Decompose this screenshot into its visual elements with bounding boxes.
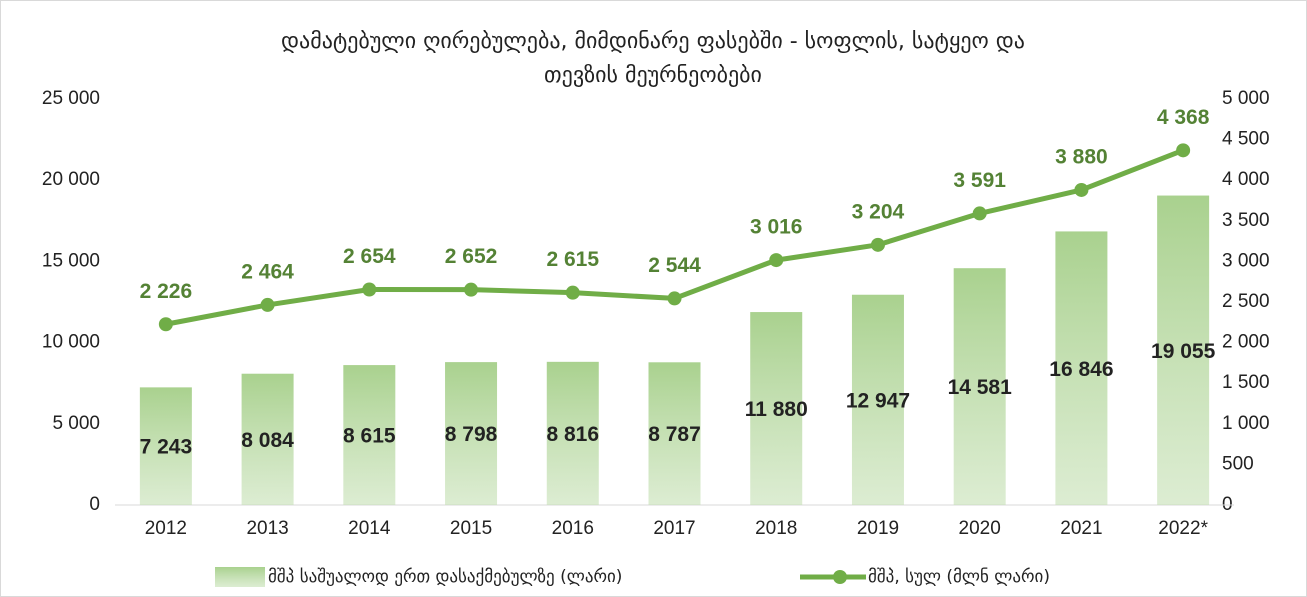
legend-label: მშპ, სულ (მლნ ლარი): [868, 567, 1050, 587]
y-tick-label: 25 000: [42, 88, 100, 109]
x-tick-label: 2017: [653, 518, 695, 539]
y-tick-label: 2 000: [1222, 332, 1270, 353]
line-label: 2 544: [648, 254, 701, 277]
line-label: 3 880: [1055, 145, 1108, 168]
bar-label: 19 055: [1151, 340, 1216, 363]
line-label: 4 368: [1157, 106, 1210, 129]
line-marker: [158, 317, 173, 332]
line-label: 2 652: [445, 245, 498, 268]
line-marker: [870, 237, 885, 252]
line-label: 3 016: [750, 216, 803, 239]
y-tick-label: 15 000: [42, 250, 100, 271]
line-label: 3 204: [852, 200, 905, 223]
line-marker: [972, 206, 987, 221]
bar-label: 8 798: [445, 423, 498, 446]
bar: [241, 373, 294, 505]
bar: [851, 294, 904, 505]
y-tick-label: 0: [89, 494, 100, 515]
line-marker: [667, 291, 682, 306]
line-marker: [362, 282, 377, 297]
y-tick-label: 1 000: [1222, 413, 1270, 434]
bar-label: 8 084: [241, 429, 294, 452]
x-tick-label: 2018: [755, 518, 797, 539]
y-tick-label: 500: [1222, 453, 1254, 474]
y-tick-label: 4 500: [1222, 129, 1270, 150]
bar-label: 11 880: [745, 398, 808, 421]
y-tick-label: 2 500: [1222, 291, 1270, 312]
line-marker: [565, 285, 580, 300]
bar-label: 8 787: [648, 423, 701, 446]
line-label: 2 654: [343, 245, 396, 268]
y-tick-label: 10 000: [42, 332, 100, 353]
x-tick-label: 2013: [246, 518, 288, 539]
x-tick-label: 2014: [348, 518, 391, 539]
line-label: 2 226: [140, 280, 193, 303]
x-tick-label: 2019: [857, 518, 899, 539]
bar: [648, 362, 701, 505]
x-tick-label: 2015: [450, 518, 492, 539]
y-tick-label: 20 000: [42, 169, 100, 190]
x-tick-label: 2020: [959, 518, 1001, 539]
x-tick-label: 2016: [552, 518, 594, 539]
bar: [1055, 231, 1108, 505]
y-tick-label: 5 000: [1222, 88, 1270, 109]
line-marker: [464, 282, 479, 297]
y-tick-label: 3 000: [1222, 250, 1270, 271]
line-marker: [769, 253, 784, 268]
bar: [1157, 195, 1210, 505]
bar-label: 8 615: [343, 425, 396, 448]
bar-label: 12 947: [846, 389, 910, 412]
bar: [445, 362, 498, 505]
chart-title: დამატებული ღირებულება, მიმდინარე ფასებში…: [281, 29, 1025, 54]
line-marker: [1074, 182, 1089, 197]
bar-label: 16 846: [1049, 358, 1113, 381]
legend-label: მშპ საშუალოდ ერთ დასაქმებულზე (ლარი): [268, 567, 622, 587]
y-tick-label: 3 500: [1222, 210, 1270, 231]
line-label: 2 464: [241, 260, 294, 283]
bar: [750, 312, 803, 505]
y-tick-label: 4 000: [1222, 169, 1270, 190]
x-tick-label: 2012: [145, 518, 187, 539]
bar: [546, 361, 599, 505]
bar-label: 14 581: [948, 376, 1013, 399]
bar-label: 7 243: [140, 436, 193, 459]
line-label: 2 615: [546, 248, 599, 271]
legend-swatch: [215, 567, 265, 587]
line-marker: [1176, 143, 1191, 158]
bar-label: 8 816: [546, 423, 599, 446]
y-tick-label: 5 000: [52, 413, 100, 434]
line-marker: [260, 297, 275, 312]
chart-title: თევზის მეურნეობები: [544, 63, 762, 88]
bar: [953, 268, 1006, 505]
bar: [139, 387, 192, 505]
legend-swatch: [833, 570, 847, 584]
line-label: 3 591: [953, 169, 1006, 192]
x-tick-label: 2021: [1060, 518, 1102, 539]
y-tick-label: 1 500: [1222, 372, 1270, 393]
bar: [343, 365, 396, 505]
x-tick-label: 2022*: [1158, 518, 1208, 539]
